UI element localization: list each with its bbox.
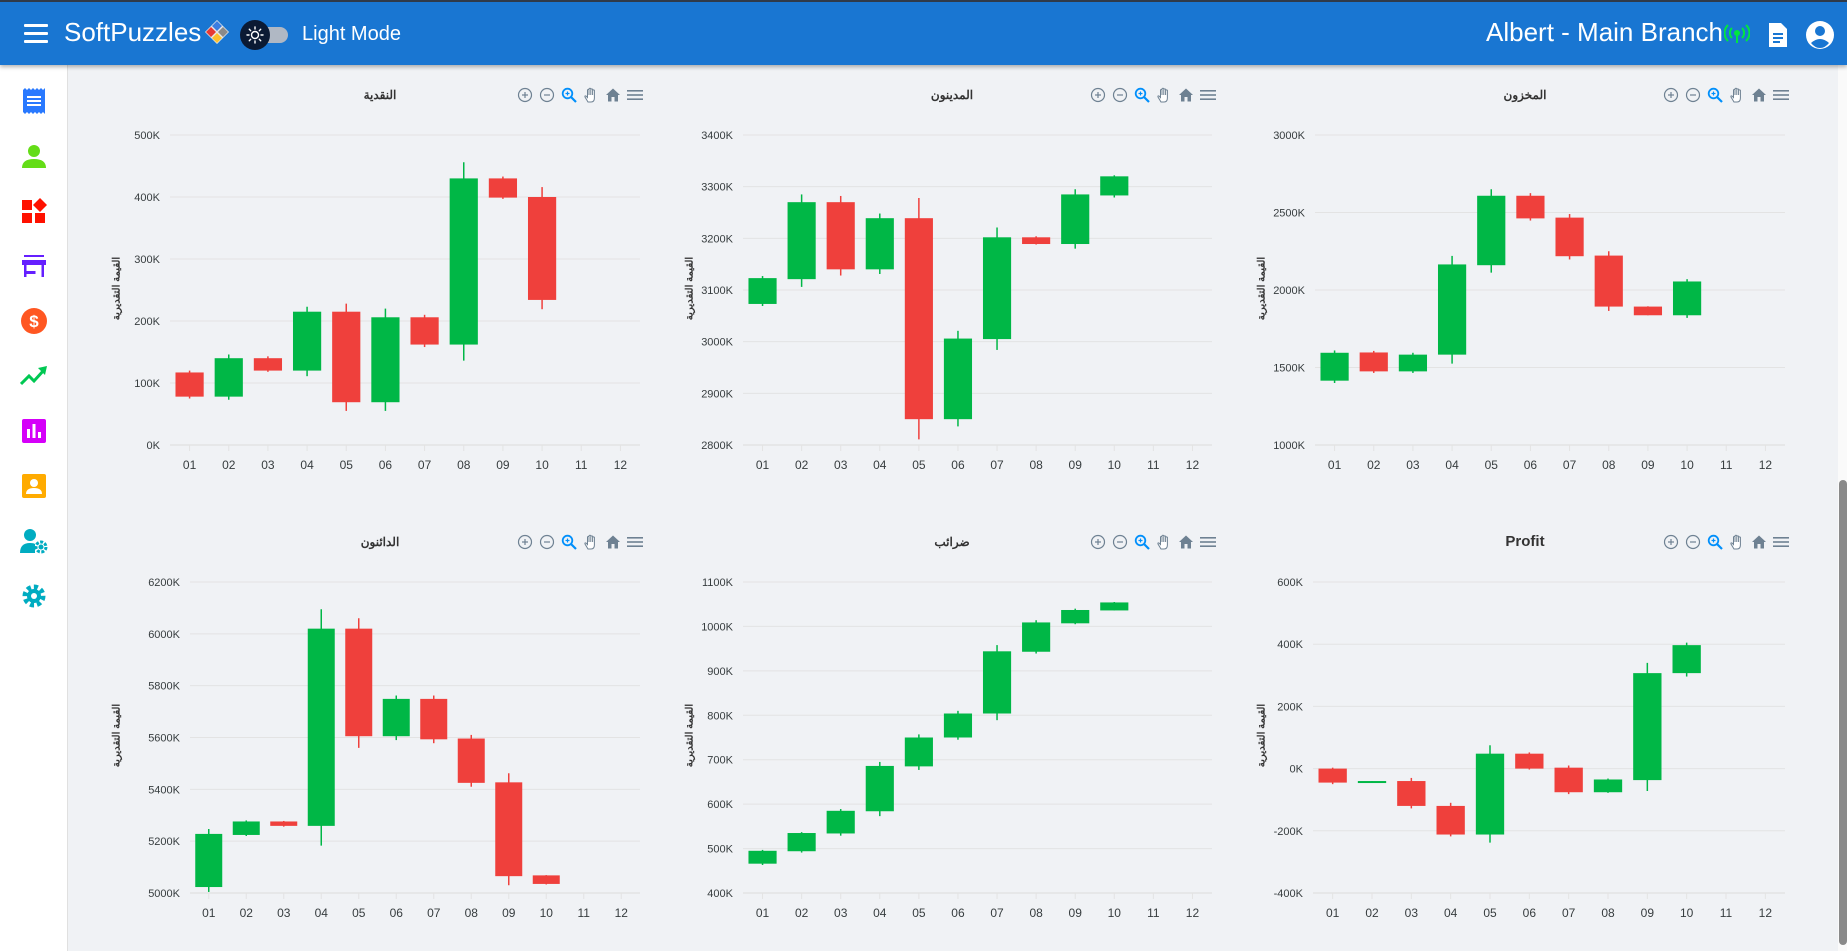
y-axis-label: القيمة التقديرية bbox=[1256, 256, 1268, 321]
y-axis-label: القيمة التقديرية bbox=[684, 703, 696, 768]
user-gear-icon bbox=[20, 529, 48, 554]
sidebar-item-contacts[interactable] bbox=[20, 472, 48, 500]
chart-toolbar bbox=[1089, 533, 1217, 551]
reset-home-icon[interactable] bbox=[604, 86, 622, 104]
menu-icon[interactable] bbox=[1199, 533, 1217, 551]
zoom-in-icon[interactable] bbox=[516, 86, 534, 104]
zoom-out-icon[interactable] bbox=[538, 533, 556, 551]
zoom-out-icon[interactable] bbox=[1684, 533, 1702, 551]
menu-icon[interactable] bbox=[626, 86, 644, 104]
document-icon[interactable] bbox=[1766, 22, 1790, 48]
mode-label: Light Mode bbox=[302, 23, 401, 45]
chart-toolbar bbox=[1662, 86, 1790, 104]
pan-hand-icon[interactable] bbox=[582, 533, 600, 551]
logo-icon bbox=[205, 20, 229, 44]
pan-hand-icon[interactable] bbox=[1728, 533, 1746, 551]
reset-home-icon[interactable] bbox=[1750, 86, 1768, 104]
reset-home-icon[interactable] bbox=[1177, 533, 1195, 551]
sidebar: $ bbox=[0, 65, 68, 951]
y-axis-label: القيمة التقديرية bbox=[111, 256, 123, 321]
sidebar-item-payments[interactable]: $ bbox=[20, 307, 48, 335]
menu-icon[interactable] bbox=[626, 533, 644, 551]
menu-icon[interactable] bbox=[1772, 86, 1790, 104]
selection-zoom-icon[interactable] bbox=[1133, 533, 1151, 551]
zoom-out-icon[interactable] bbox=[1111, 86, 1129, 104]
zoom-out-icon[interactable] bbox=[538, 86, 556, 104]
pan-hand-icon[interactable] bbox=[1155, 86, 1173, 104]
chart-title: الدائنون bbox=[360, 535, 400, 549]
zoom-in-icon[interactable] bbox=[1662, 86, 1680, 104]
user-branch-label[interactable]: Albert - Main Branch bbox=[1486, 17, 1723, 47]
gear-icon bbox=[22, 584, 46, 608]
sidebar-item-settings[interactable] bbox=[20, 582, 48, 610]
menu-icon[interactable] bbox=[1772, 533, 1790, 551]
zoom-out-icon[interactable] bbox=[1111, 533, 1129, 551]
brand-name[interactable]: SoftPuzzles bbox=[64, 17, 202, 47]
chart-toolbar bbox=[1089, 86, 1217, 104]
sidebar-item-receipt[interactable] bbox=[20, 87, 48, 115]
chart-title: النقدية bbox=[363, 88, 397, 102]
person-icon bbox=[22, 145, 46, 168]
reset-home-icon[interactable] bbox=[1177, 86, 1195, 104]
sidebar-item-trends[interactable] bbox=[20, 362, 48, 390]
sidebar-item-store[interactable] bbox=[20, 252, 48, 280]
top-app-bar: SoftPuzzles Light Mode Albert - Main Bra… bbox=[0, 0, 1847, 65]
selection-zoom-icon[interactable] bbox=[1706, 86, 1724, 104]
chart-toolbar bbox=[516, 86, 644, 104]
svg-text:$: $ bbox=[29, 312, 39, 331]
y-axis-label: القيمة التقديرية bbox=[1256, 703, 1268, 768]
pan-hand-icon[interactable] bbox=[582, 86, 600, 104]
chart-title: Profit bbox=[1505, 533, 1545, 550]
pan-hand-icon[interactable] bbox=[1155, 533, 1173, 551]
selection-zoom-icon[interactable] bbox=[560, 86, 578, 104]
selection-zoom-icon[interactable] bbox=[560, 533, 578, 551]
zoom-in-icon[interactable] bbox=[1662, 533, 1680, 551]
sidebar-item-categories[interactable] bbox=[20, 197, 48, 225]
chart-toolbar bbox=[1662, 533, 1790, 551]
theme-toggle[interactable] bbox=[240, 20, 290, 50]
y-axis-label: القيمة التقديرية bbox=[111, 703, 123, 768]
pan-hand-icon[interactable] bbox=[1728, 86, 1746, 104]
sidebar-item-user-settings[interactable] bbox=[20, 527, 48, 555]
menu-icon[interactable] bbox=[1199, 86, 1217, 104]
chart-toolbar bbox=[516, 533, 644, 551]
contact-card-icon bbox=[22, 474, 46, 498]
chart-title: ضرائب bbox=[934, 535, 970, 549]
selection-zoom-icon[interactable] bbox=[1706, 533, 1724, 551]
sun-icon bbox=[240, 20, 270, 50]
sidebar-item-customers[interactable] bbox=[20, 142, 48, 170]
y-axis-label: القيمة التقديرية bbox=[684, 256, 696, 321]
account-icon[interactable] bbox=[1805, 20, 1835, 50]
reset-home-icon[interactable] bbox=[604, 533, 622, 551]
zoom-out-icon[interactable] bbox=[1684, 86, 1702, 104]
receipt-icon bbox=[23, 88, 45, 114]
signal-icon bbox=[1724, 24, 1750, 43]
zoom-in-icon[interactable] bbox=[1089, 86, 1107, 104]
zoom-in-icon[interactable] bbox=[1089, 533, 1107, 551]
dashboard-main bbox=[69, 65, 1838, 951]
zoom-in-icon[interactable] bbox=[516, 533, 534, 551]
trending-up-icon bbox=[20, 366, 47, 386]
reset-home-icon[interactable] bbox=[1750, 533, 1768, 551]
vertical-scrollbar[interactable] bbox=[1838, 65, 1847, 951]
selection-zoom-icon[interactable] bbox=[1133, 86, 1151, 104]
widgets-icon bbox=[22, 198, 47, 223]
chart-title: المخزون bbox=[1503, 88, 1547, 102]
menu-icon[interactable] bbox=[24, 24, 48, 44]
dollar-icon: $ bbox=[21, 308, 47, 334]
sidebar-item-reports[interactable] bbox=[20, 417, 48, 445]
scrollbar-thumb[interactable] bbox=[1839, 480, 1847, 945]
chart-title: المدينون bbox=[930, 88, 974, 102]
bar-chart-icon bbox=[22, 419, 46, 443]
store-icon bbox=[22, 255, 46, 277]
